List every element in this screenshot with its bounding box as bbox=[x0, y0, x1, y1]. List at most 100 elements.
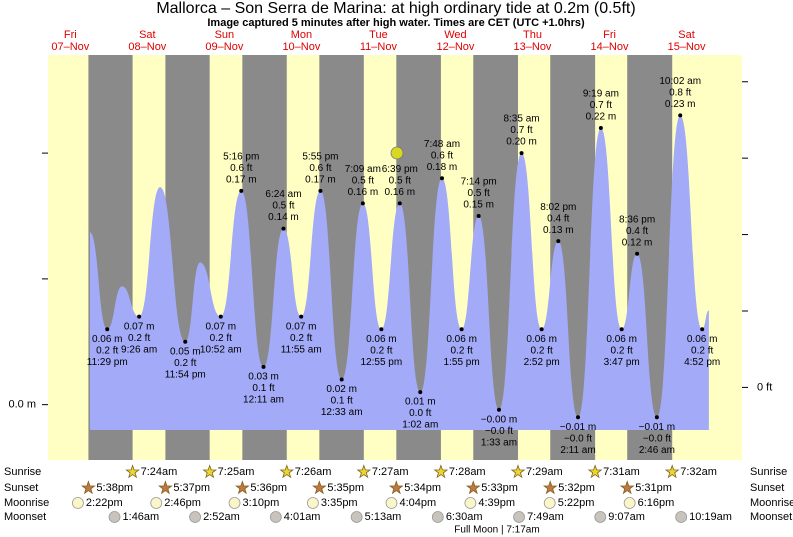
extreme-label: 0.16 m bbox=[348, 187, 379, 198]
extreme-label: 3:47 pm bbox=[604, 357, 640, 368]
extreme-label: 4:52 pm bbox=[684, 357, 720, 368]
extreme-label: 7:09 am bbox=[345, 164, 381, 175]
extreme-dot bbox=[539, 327, 544, 332]
extreme-label: 0.17 m bbox=[305, 174, 336, 185]
weekday-label: Thu bbox=[523, 29, 542, 41]
date-label: 10–Nov bbox=[282, 41, 320, 53]
extreme-label: 0.03 m bbox=[248, 372, 279, 383]
moonset-icon bbox=[350, 511, 363, 523]
extreme-label: 0.18 m bbox=[427, 162, 458, 173]
extreme-dot bbox=[218, 314, 223, 319]
extreme-label: 10:52 am bbox=[200, 344, 242, 355]
extreme-label: 11:54 pm bbox=[165, 369, 206, 380]
extreme-label: 0.6 ft bbox=[309, 163, 331, 174]
time-label: 1:46am bbox=[123, 511, 160, 523]
extreme-label: 0.23 m bbox=[665, 99, 696, 110]
time-label: 7:28am bbox=[449, 466, 486, 478]
time-label: 7:27am bbox=[372, 466, 409, 478]
y-tick-label: 0.0 m bbox=[8, 399, 36, 411]
date-label: 14–Nov bbox=[591, 41, 629, 53]
row-label: Moonrise bbox=[750, 497, 793, 509]
extreme-dot bbox=[360, 201, 365, 206]
row-label: Sunset bbox=[4, 482, 38, 494]
time-label: 6:16pm bbox=[638, 497, 675, 509]
extreme-dot bbox=[339, 377, 344, 382]
sunrise-icon bbox=[125, 464, 140, 479]
extreme-label: 9:19 am bbox=[583, 89, 619, 100]
weekday-label: Fri bbox=[64, 29, 77, 41]
time-label: 2:52am bbox=[203, 511, 240, 523]
extreme-label: 0.4 ft bbox=[547, 213, 569, 224]
time-label: 7:26am bbox=[295, 466, 332, 478]
chart-title: Mallorca – Son Serra de Marina: at high … bbox=[156, 0, 635, 17]
time-label: 9:07am bbox=[608, 511, 645, 523]
extreme-label: 11:29 pm bbox=[87, 357, 128, 368]
extreme-label: 0.22 m bbox=[586, 112, 617, 123]
sunrise-icon bbox=[510, 464, 526, 479]
extreme-label: 12:33 am bbox=[321, 407, 363, 418]
time-label: 2:22pm bbox=[86, 497, 123, 509]
time-label: 5:38pm bbox=[96, 482, 133, 494]
extreme-label: 7:14 pm bbox=[461, 177, 497, 188]
sunrise-icon bbox=[356, 464, 372, 479]
extreme-label: 7:48 am bbox=[424, 139, 460, 150]
weekday-label: Tue bbox=[369, 29, 388, 41]
extreme-label: 0.20 m bbox=[506, 137, 537, 148]
extreme-dot bbox=[318, 188, 323, 193]
time-label: 5:31pm bbox=[635, 482, 672, 494]
extreme-dot bbox=[261, 364, 266, 369]
date-label: 12–Nov bbox=[437, 41, 475, 53]
time-label: 6:30am bbox=[446, 511, 483, 523]
time-label: 5:35pm bbox=[327, 482, 364, 494]
sunrise-icon bbox=[664, 464, 680, 479]
extreme-label: 0.07 m bbox=[286, 321, 317, 332]
time-label: 5:22pm bbox=[558, 497, 595, 509]
time-label: 4:01am bbox=[284, 511, 321, 523]
moonrise-icon bbox=[385, 497, 398, 509]
extreme-dot bbox=[519, 151, 524, 156]
extreme-label: 0.06 m bbox=[606, 334, 637, 345]
extreme-label: 0.2 ft bbox=[370, 345, 392, 356]
extreme-label: 0.15 m bbox=[463, 200, 494, 211]
extreme-dot bbox=[281, 226, 286, 231]
extreme-label: 10:02 am bbox=[659, 76, 701, 87]
time-label: 3:10pm bbox=[243, 497, 280, 509]
date-label: 15–Nov bbox=[668, 41, 706, 53]
date-label: 08–Nov bbox=[128, 41, 166, 53]
extreme-label: −0.0 ft bbox=[485, 426, 513, 437]
extreme-label: 0.06 m bbox=[446, 334, 477, 345]
extreme-label: 0.05 m bbox=[170, 346, 201, 357]
extreme-label: 5:55 pm bbox=[302, 151, 338, 162]
sunset-icon bbox=[235, 480, 250, 495]
time-label: 5:36pm bbox=[250, 482, 287, 494]
weekday-label: Fri bbox=[603, 29, 616, 41]
row-label: Moonset bbox=[750, 511, 792, 523]
extreme-label: 0.5 ft bbox=[352, 176, 374, 187]
row-label: Moonrise bbox=[4, 497, 49, 509]
extreme-dot bbox=[619, 327, 624, 332]
extreme-label: 6:24 am bbox=[265, 189, 301, 200]
extreme-label: −0.0 ft bbox=[643, 433, 671, 444]
extreme-label: 0.06 m bbox=[526, 334, 557, 345]
extreme-label: 0.2 ft bbox=[210, 333, 232, 344]
extreme-label: 8:35 am bbox=[503, 114, 539, 125]
extreme-dot bbox=[700, 327, 705, 332]
time-label: 7:49am bbox=[527, 511, 564, 523]
moonset-icon bbox=[431, 511, 444, 523]
extreme-dot bbox=[183, 339, 188, 344]
extreme-label: 0.07 m bbox=[205, 321, 236, 332]
row-label: Sunset bbox=[750, 482, 784, 494]
extreme-label: 0.5 ft bbox=[389, 176, 411, 187]
extreme-label: 2:52 pm bbox=[524, 357, 560, 368]
extreme-dot bbox=[379, 327, 384, 332]
extreme-label: 0.02 m bbox=[326, 384, 357, 395]
weekday-label: Wed bbox=[444, 29, 466, 41]
extreme-label: −0.01 m bbox=[639, 422, 675, 433]
time-label: 4:39pm bbox=[478, 497, 515, 509]
extreme-label: 0.0 ft bbox=[409, 408, 431, 419]
full-moon-note: Full Moon | 7:17am bbox=[454, 525, 539, 536]
extreme-dot bbox=[459, 327, 464, 332]
sunset-icon bbox=[465, 480, 481, 495]
extreme-dot bbox=[299, 314, 304, 319]
sunrise-icon bbox=[279, 464, 295, 479]
